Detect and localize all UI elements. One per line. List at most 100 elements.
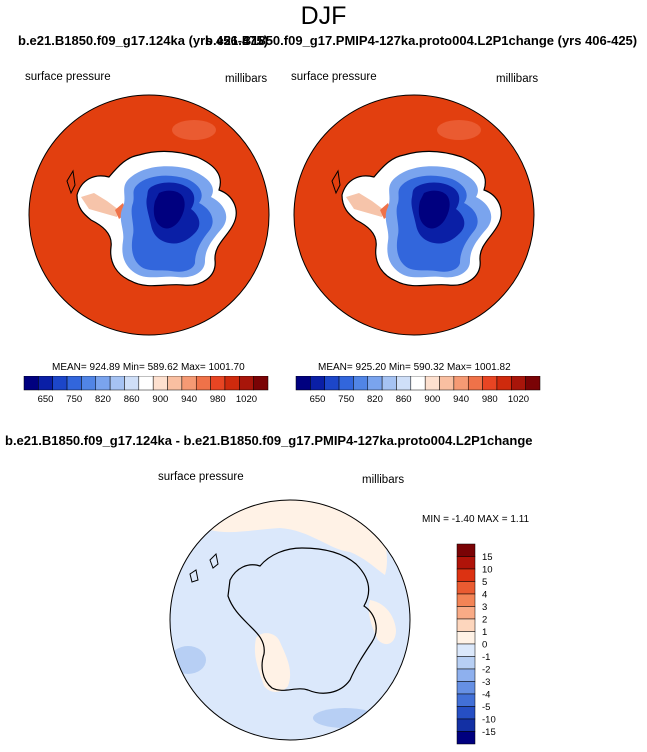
panel-3-colorbar-tick-label: 10	[482, 565, 493, 576]
panel-3-colorbar-swatch	[456, 606, 476, 620]
panel-3-colorbar-tick-label: 15	[482, 552, 493, 563]
panel-3-colorbar-swatch	[456, 581, 476, 595]
panel-3-colorbar-swatch	[456, 568, 476, 582]
panel-1-colorbar-swatch	[224, 376, 240, 391]
panel-2-case-title: b.e21.B1850.f09_g17.PMIP4-127ka.proto004…	[205, 33, 638, 48]
panel-1-colorbar-swatch	[152, 376, 168, 391]
panel-3-colorbar-tick-label: 3	[482, 602, 487, 613]
panel-2-colorbar-swatch	[295, 376, 311, 391]
panel-3-colorbar-tick-label: 5	[482, 577, 487, 588]
panel-2-colorbar-tick-label: 750	[338, 394, 354, 405]
panel-3-colorbar-swatch	[456, 693, 476, 707]
panel-3-colorbar-tick-label: -1	[482, 652, 490, 663]
panel-1-colorbar-tick-label: 860	[124, 394, 140, 405]
panel-3-colorbar-tick-label: 4	[482, 590, 487, 601]
panel-1-colorbar-swatch	[109, 376, 125, 391]
panel-1-colorbar-tick-label: 940	[181, 394, 197, 405]
panel-1-units: millibars	[225, 73, 268, 85]
panel-3-colorbar-tick-label: -5	[482, 702, 490, 713]
panel-2-variable: surface pressure	[291, 71, 377, 83]
panel-2-colorbar-swatch	[310, 376, 325, 391]
panel-2-colorbar-swatch	[467, 376, 483, 391]
panel-3-colorbar-tick-label: -4	[482, 690, 490, 701]
panel-1-colorbar-swatch	[81, 376, 97, 391]
panel-2-colorbar-tick-label: 650	[310, 394, 326, 405]
panel-3-colorbar-tick-label: 0	[482, 640, 487, 651]
panel-3-colorbar-swatch	[456, 706, 476, 720]
panel-3-colorbar-swatch	[456, 543, 476, 557]
panel-3-variable: surface pressure	[158, 471, 244, 483]
panel-3-colorbar-tick-label: -3	[482, 677, 490, 688]
panel-2-colorbar-swatch	[381, 376, 397, 391]
panel-2-colorbar-swatch	[525, 376, 541, 391]
panel-2-colorbar-swatch	[396, 376, 412, 391]
panel-3-colorbar-swatch	[456, 618, 476, 632]
panel-2-colorbar-tick-label: 1020	[508, 394, 529, 405]
panel-3-colorbar-swatch	[456, 593, 476, 607]
panel-2-colorbar-swatch	[511, 376, 526, 391]
panel-2-colorbar-swatch	[324, 376, 340, 391]
panel-3-colorbar-tick-label: -15	[482, 727, 496, 738]
panel-1-colorbar-swatch	[239, 376, 254, 391]
panel-2-colorbar-tick-label: 980	[482, 394, 498, 405]
panel-3-case-title: b.e21.B1850.f09_g17.124ka - b.e21.B1850.…	[5, 433, 533, 448]
panel-1-case-title: b.e21.B1850.f09_g17.124ka (yrs 456-475)	[18, 33, 269, 48]
panel-2-colorbar-tick-label: 820	[367, 394, 383, 405]
panel-1-colorbar-swatch	[210, 376, 226, 391]
panel-1-colorbar-swatch	[52, 376, 68, 391]
panel-1-colorbar-swatch	[253, 376, 269, 391]
panel-3-colorbar-swatch	[456, 556, 476, 570]
panel-1-colorbar-swatch	[124, 376, 140, 391]
panel-2-colorbar-swatch	[482, 376, 498, 391]
panel-2-colorbar-swatch	[410, 376, 426, 391]
panel-1-colorbar-swatch	[23, 376, 39, 391]
panel-3-map	[169, 499, 411, 741]
panel-3-colorbar-swatch	[456, 656, 476, 670]
panel-3-colorbar-tick-label: 2	[482, 615, 487, 626]
panel-1-colorbar-swatch	[195, 376, 211, 391]
panel-3-colorbar-swatch	[456, 681, 476, 695]
panel-1-colorbar-tick-label: 900	[152, 394, 168, 405]
panel-3-units: millibars	[362, 474, 405, 486]
panel-1-colorbar-tick-label: 650	[38, 394, 54, 405]
panel-1-colorbar-swatch	[181, 376, 197, 391]
panel-1-stats: MEAN= 924.89 Min= 589.62 Max= 1001.70	[52, 362, 245, 373]
panel-3-colorbar-tick-label: -10	[482, 715, 496, 726]
panel-2-colorbar-tick-label: 860	[396, 394, 412, 405]
panel-3-colorbar-tick-label: 1	[482, 627, 487, 638]
panel-3-colorbar-swatch	[456, 718, 476, 732]
panel-1-colorbar-tick-label: 1020	[236, 394, 257, 405]
panel-2-colorbar-swatch	[424, 376, 440, 391]
panel-3-colorbar-swatch	[456, 731, 476, 745]
panel-3-colorbar-swatch	[456, 631, 476, 645]
panel-1-colorbar-swatch	[38, 376, 53, 391]
panel-1-map	[28, 94, 270, 336]
panel-1-colorbar-tick-label: 750	[66, 394, 82, 405]
panel-1-colorbar-tick-label: 980	[210, 394, 226, 405]
panel-1-variable: surface pressure	[25, 71, 111, 83]
panel-2-colorbar-swatch	[453, 376, 469, 391]
panel-1-colorbar-tick-label: 820	[95, 394, 111, 405]
panel-1-colorbar-swatch	[95, 376, 111, 391]
panel-2-colorbar-swatch	[439, 376, 455, 391]
panel-2-stats: MEAN= 925.20 Min= 590.32 Max= 1001.82	[318, 362, 511, 373]
panel-3-colorbar-swatch	[456, 643, 476, 657]
panel-2-map	[293, 94, 535, 336]
panel-2-colorbar: 650 750 820 860 900 940 980 1020	[295, 376, 541, 405]
panel-1-colorbar-swatch	[66, 376, 82, 391]
panel-1-colorbar: 650 750 820 860 900 940 980 1020	[23, 376, 269, 405]
panel-2-units: millibars	[496, 73, 539, 85]
panel-1-colorbar-swatch	[138, 376, 154, 391]
panel-2-colorbar-swatch	[338, 376, 354, 391]
panel-3-colorbar-swatch	[456, 668, 476, 682]
panel-2-colorbar-swatch	[496, 376, 512, 391]
panel-3-colorbar-tick-label: -2	[482, 665, 490, 676]
panel-3-stats: MIN = -1.40 MAX = 1.11	[422, 514, 530, 525]
panel-2-colorbar-swatch	[367, 376, 383, 391]
panel-2-colorbar-swatch	[353, 376, 369, 391]
panel-2-colorbar-tick-label: 940	[453, 394, 469, 405]
panel-1-colorbar-swatch	[167, 376, 183, 391]
figure-title: DJF	[300, 2, 347, 30]
panel-2-colorbar-tick-label: 900	[424, 394, 440, 405]
